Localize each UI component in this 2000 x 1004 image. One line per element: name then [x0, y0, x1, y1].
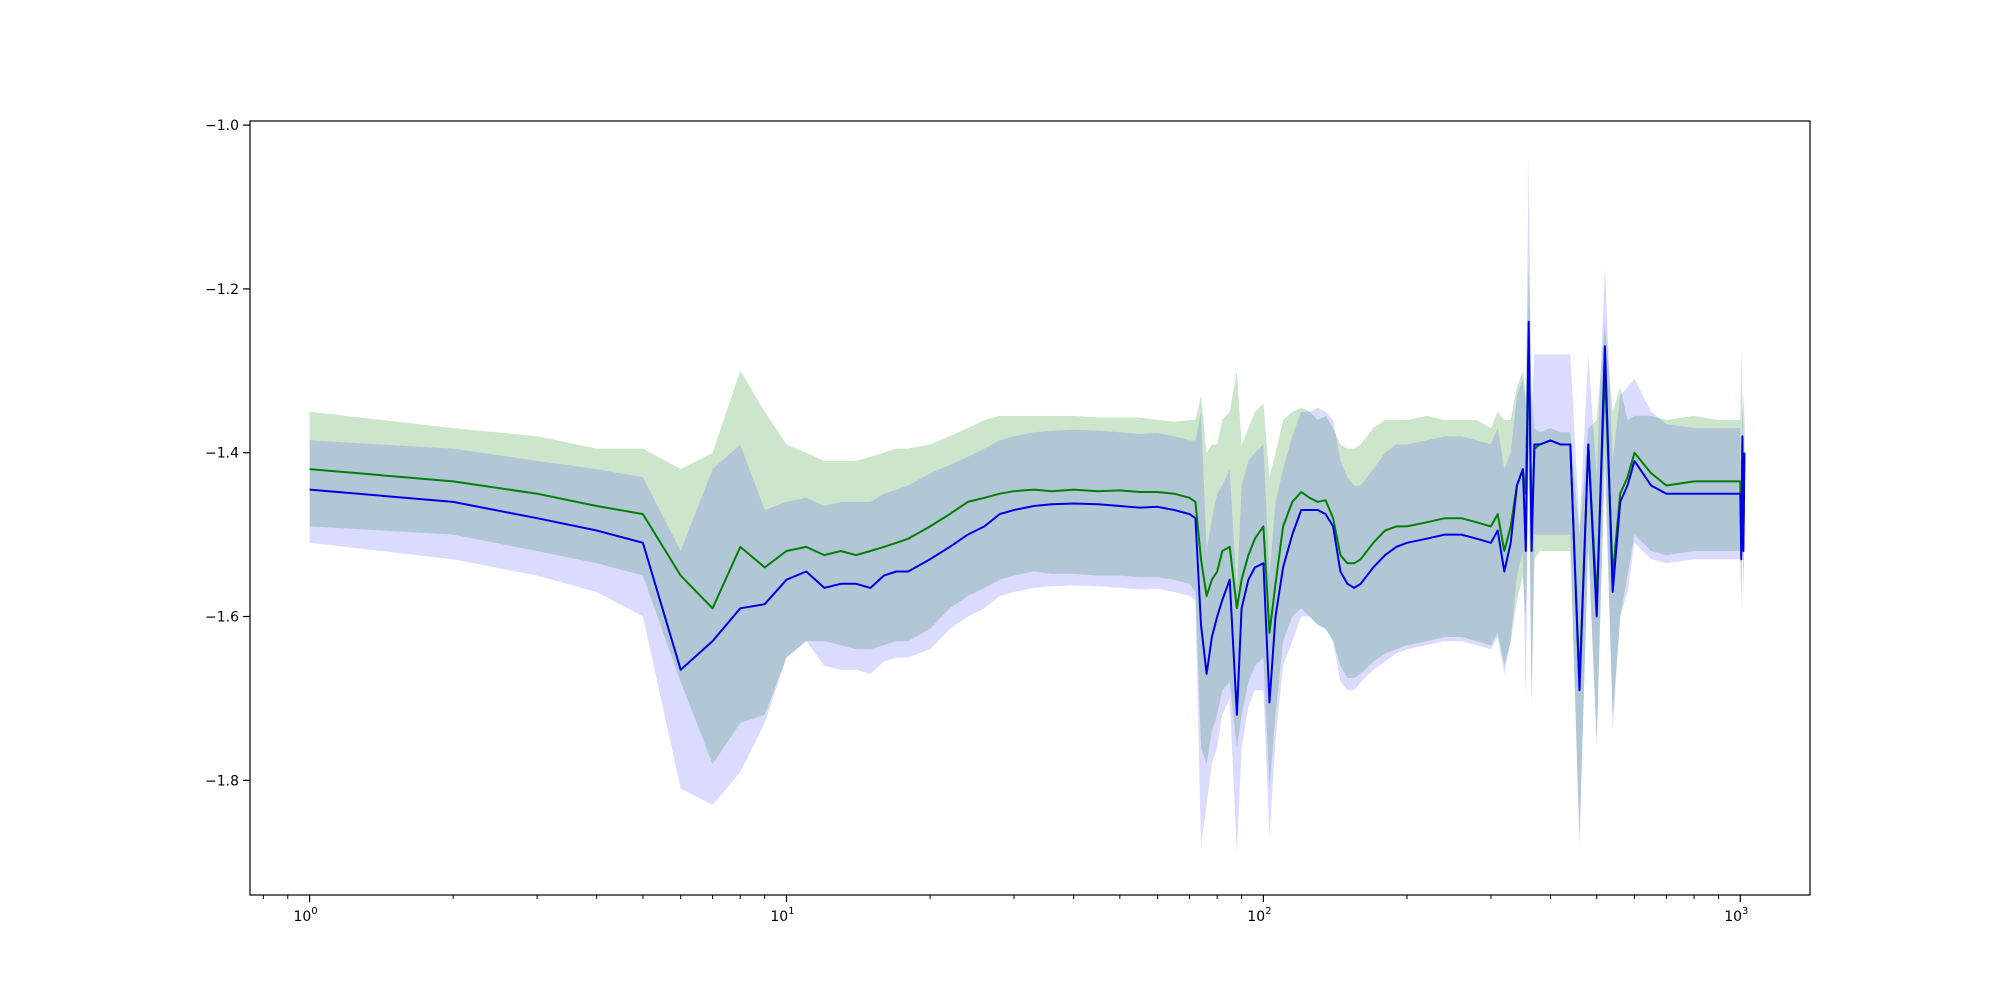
x-axis: 100 101 102 103 [262, 895, 1748, 925]
x-tick-label: 102 [1247, 906, 1271, 925]
series-lines [309, 320, 1746, 716]
y-tick-label: −1.2 [205, 282, 239, 298]
plot-frame [249, 120, 1811, 896]
series-1-band [309, 264, 1745, 838]
confidence-bands [309, 157, 1745, 854]
y-tick-label: −1.0 [205, 118, 239, 134]
series-2-band [309, 157, 1745, 854]
y-tick-label: −1.8 [205, 773, 239, 789]
y-tick-label: −1.6 [205, 610, 239, 626]
x-tick-label: 101 [770, 906, 794, 925]
x-tick-label: 103 [1724, 906, 1748, 925]
x-tick-label: 100 [293, 906, 317, 925]
y-tick-label: −1.4 [205, 446, 239, 462]
series-2-line [309, 320, 1746, 716]
y-axis: −1.0 −1.2 −1.4 −1.6 −1.8 [205, 118, 250, 789]
